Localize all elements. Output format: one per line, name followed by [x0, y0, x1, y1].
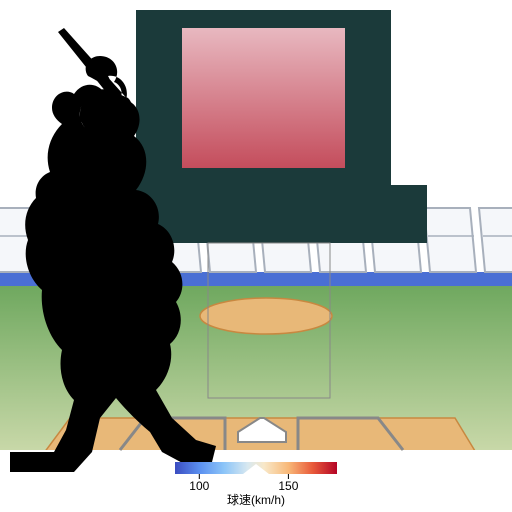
- pitchers-mound: [200, 298, 332, 334]
- pitch-location-chart: 100 150 球速(km/h): [0, 0, 512, 512]
- svg-text:100: 100: [189, 479, 209, 493]
- scoreboard-panel: [182, 28, 345, 168]
- legend-label: 球速(km/h): [227, 493, 285, 507]
- svg-text:150: 150: [278, 479, 298, 493]
